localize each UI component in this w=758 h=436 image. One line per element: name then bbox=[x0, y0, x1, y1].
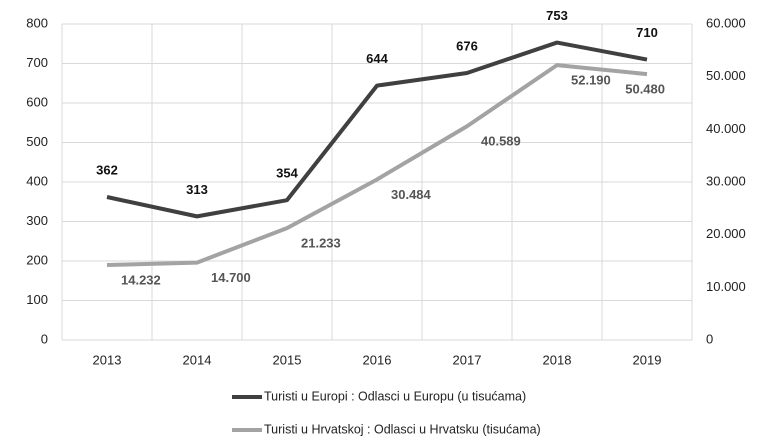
y-tick-label: 100 bbox=[26, 292, 48, 307]
y-tick-label: 800 bbox=[26, 15, 48, 30]
data-label: 710 bbox=[636, 25, 658, 40]
x-tick-label: 2015 bbox=[273, 352, 302, 367]
y-tick-label: 200 bbox=[26, 252, 48, 267]
data-label: 30.484 bbox=[391, 187, 432, 202]
y2-tick-label: 60.000 bbox=[706, 15, 746, 30]
data-label: 362 bbox=[96, 162, 118, 177]
data-label: 676 bbox=[456, 38, 478, 53]
y-tick-label: 500 bbox=[26, 134, 48, 149]
series-line bbox=[106, 63, 648, 268]
x-tick-label: 2018 bbox=[543, 352, 572, 367]
y2-tick-label: 30.000 bbox=[706, 173, 746, 188]
data-label: 50.480 bbox=[625, 82, 665, 97]
data-label: 40.589 bbox=[481, 134, 521, 149]
y2-tick-label: 40.000 bbox=[706, 121, 746, 136]
series-line bbox=[106, 40, 648, 219]
data-label: 21.233 bbox=[301, 236, 341, 251]
data-label: 753 bbox=[546, 8, 568, 23]
y-tick-label: 400 bbox=[26, 173, 48, 188]
y2-tick-label: 20.000 bbox=[706, 226, 746, 241]
y-tick-label: 300 bbox=[26, 213, 48, 228]
data-label: 52.190 bbox=[571, 73, 611, 88]
data-label: 354 bbox=[276, 166, 298, 181]
y-tick-label: 700 bbox=[26, 55, 48, 70]
x-tick-label: 2014 bbox=[183, 352, 212, 367]
x-tick-label: 2019 bbox=[633, 352, 662, 367]
data-label: 14.700 bbox=[211, 270, 251, 285]
data-label: 644 bbox=[366, 51, 388, 66]
y2-tick-label: 10.000 bbox=[706, 279, 746, 294]
data-label: 14.232 bbox=[121, 272, 161, 287]
y2-tick-label: 50.000 bbox=[706, 68, 746, 83]
legend-label: Turisti u Europi : Odlasci u Europu (u t… bbox=[264, 389, 526, 403]
y2-tick-label: 0 bbox=[706, 331, 713, 346]
x-tick-label: 2017 bbox=[453, 352, 482, 367]
legend-label: Turisti u Hrvatskoj : Odlasci u Hrvatsku… bbox=[264, 422, 541, 436]
data-label: 313 bbox=[186, 182, 208, 197]
x-tick-label: 2016 bbox=[363, 352, 392, 367]
y-tick-label: 0 bbox=[41, 331, 48, 346]
x-tick-label: 2013 bbox=[93, 352, 122, 367]
y-tick-label: 600 bbox=[26, 94, 48, 109]
